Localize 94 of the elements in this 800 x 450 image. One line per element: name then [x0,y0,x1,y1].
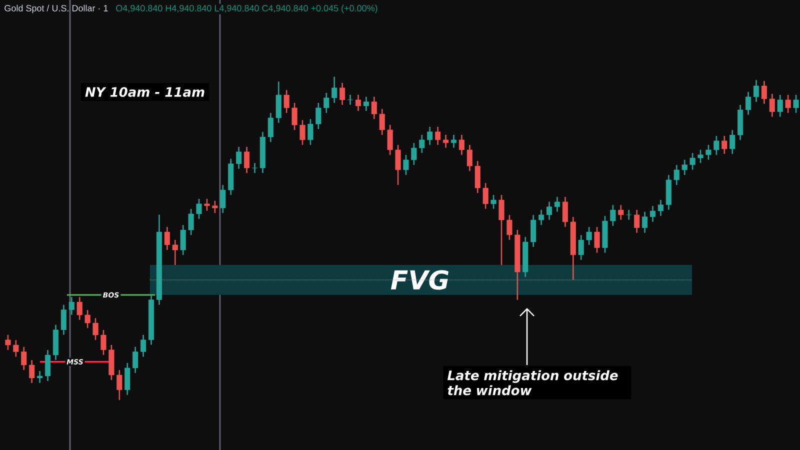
candlestick [435,126,441,145]
candlestick [650,206,656,222]
candlestick [578,235,584,260]
candlestick [482,183,488,209]
candlestick [793,94,799,113]
candlestick [562,196,568,227]
candlestick [450,134,457,148]
candlestick [522,236,528,277]
candlestick [76,297,82,320]
candlestick [84,310,90,328]
candlestick [490,194,496,209]
candlestick [658,200,664,216]
chart-title: Gold Spot / U.S. Dollar · 1 [4,4,108,14]
candlestick [769,94,775,117]
candlestick [13,340,19,357]
candlestick [252,162,258,173]
candlestick [594,226,600,253]
candlestick [714,136,720,155]
candlestick [284,90,290,113]
annotation: NY 10am - 11am [85,87,204,97]
candlestick [379,109,385,135]
candlestick [554,196,560,212]
candlestick [419,134,425,153]
candlestick [276,82,282,123]
candlestick [21,346,27,370]
candlestick [228,158,234,195]
candlestick [180,225,186,256]
candlestick [37,371,43,383]
candlestick [292,102,298,130]
candlestick [196,198,202,219]
candlestick [316,102,322,130]
candlestick [738,104,744,140]
candlestick [586,226,592,246]
candlestick [164,226,170,250]
candlestick [618,204,624,220]
candlestick [761,80,767,104]
candlestick [666,174,672,210]
candlestick [403,154,409,175]
candlestick [427,126,433,145]
candlestick [777,94,783,117]
candlestick [371,96,377,120]
candlestick [602,216,608,253]
candlestick [212,200,218,214]
candlestick [5,334,11,350]
candlestick [172,240,178,266]
candlestick [610,204,616,226]
candlestick [698,150,704,163]
candlestick [514,230,520,300]
candlestick [60,304,66,335]
candlestick [690,152,696,170]
candlestick [387,124,393,155]
candlestick [308,119,314,145]
candlestick [260,132,266,173]
candlestick [68,297,74,315]
candlestick [634,210,640,233]
candlestick [674,164,680,185]
candlestick [458,134,464,155]
candlestick [474,161,480,194]
candlestick [443,134,449,148]
candlestick [116,370,122,400]
candlestick [347,94,354,105]
candlestick [498,194,504,266]
candlestick [100,330,106,355]
candlestick [132,346,138,373]
candlestick [570,216,576,280]
chart-subtitle: O4,940.840 H4,940.840 L4,940.840 C4,940.840 +0.045 (+0.00%) [116,4,378,14]
annotation: Late mitigation outside the window [447,370,618,396]
candlestick [530,214,536,247]
candlestick [108,344,114,380]
candlestick [124,362,130,395]
candlestick [466,144,472,172]
candlestick [363,96,369,111]
candlestick [188,208,194,235]
candlestick [204,198,210,211]
candlestick [236,146,242,169]
candlestick [355,94,361,111]
candlestick [682,160,688,175]
candlestick [220,184,226,214]
candlestick [411,142,417,165]
band-label: FVG [390,270,449,290]
candlestick [506,214,512,240]
candlestick [626,210,632,220]
candlestick [324,92,330,113]
candlestick [538,210,544,225]
candlestick [92,318,98,340]
candlestick [332,76,338,103]
candlestick [706,144,712,160]
candlestick [722,136,728,154]
candlestick [268,112,274,142]
candlestick [300,120,306,145]
candlestick [395,144,401,185]
candlestick [785,94,791,113]
candlestick [29,360,35,383]
candlestick [730,130,736,154]
